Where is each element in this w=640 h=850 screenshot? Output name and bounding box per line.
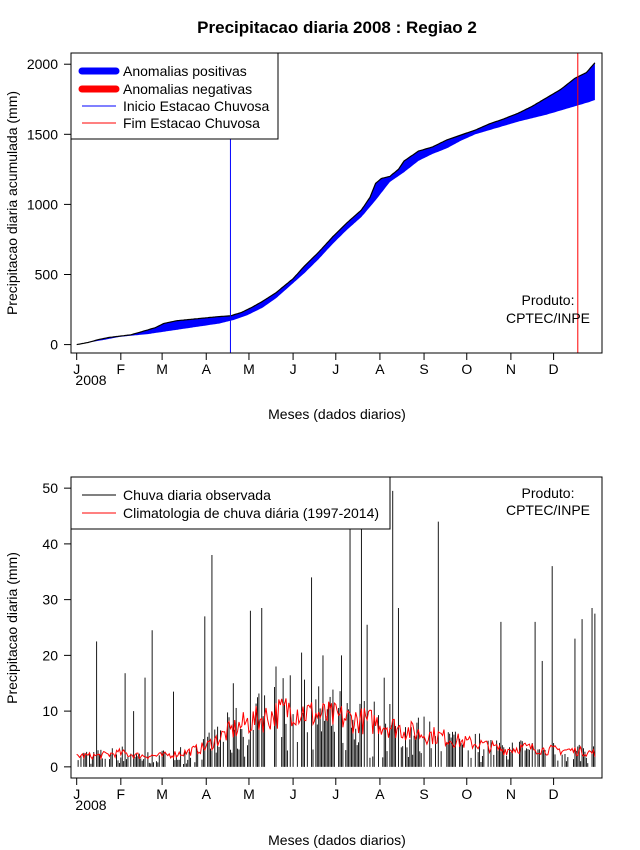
product-label: Produto: [522,292,575,308]
y-tick-label: 40 [42,536,58,552]
x-tick-label: M [156,786,168,802]
x-tick-label: S [419,361,428,377]
x-tick-label: M [156,361,168,377]
x-tick-label: N [506,361,516,377]
legend-label-negative: Anomalias negativas [123,81,252,97]
y-tick-label: 10 [42,703,58,719]
legend-label-observed: Chuva diaria observada [123,487,271,503]
legend-label-start: Inicio Estacao Chuvosa [123,98,270,114]
y-tick-label: 30 [42,592,58,608]
year-label: 2008 [75,797,106,813]
daily-precipitation-chart: J F M A M J J A S O N D 0 10 20 30 40 50 Precipitacao dia… [4,476,603,848]
product-label: Produto: [522,485,575,501]
y-tick-label: 20 [42,647,58,663]
y-tick-label: 2000 [27,56,58,72]
legend-label-climatology: Climatologia de chuva diária (1997-2014) [123,505,379,521]
x-tick-label: J [332,786,339,802]
legend-label-end: Fim Estacao Chuvosa [123,115,260,131]
x-axis-label: Meses (dados diarios) [268,832,406,848]
climatology-line [76,698,596,761]
y-tick-label: 0 [50,337,58,353]
x-tick-label: F [117,786,126,802]
x-tick-label: M [243,786,255,802]
x-tick-label: J [290,786,297,802]
product-source: CPTEC/INPE [506,310,590,326]
y-tick-label: 1000 [27,196,58,212]
legend-box [70,52,279,140]
y-tick-label: 0 [50,759,58,775]
legend: Chuva diaria observada Climatologia de c… [70,476,391,530]
y-tick-label: 1500 [27,126,58,142]
x-axis-label: Meses (dados diarios) [268,406,406,422]
y-axis-label: Precipitacao diaria acumulada (mm) [4,91,20,315]
x-tick-label: D [549,361,559,377]
legend: Anomalias positivas Anomalias negativas … [70,52,279,140]
x-tick-label: O [461,786,472,802]
chart-title: Precipitacao diaria 2008 : Regiao 2 [197,18,477,37]
product-source: CPTEC/INPE [506,502,590,518]
observed-cumulative-line [76,62,596,346]
x-tick-label: M [243,361,255,377]
year-label: 2008 [75,372,106,388]
cumulative-precipitation-chart: J F M A M J J A S O N D 0 500 1000 1500 2000 Precipitaca… [4,52,603,422]
x-tick-label: J [290,361,297,377]
legend-label-positive: Anomalias positivas [123,63,247,79]
y-tick-label: 50 [42,480,58,496]
x-tick-label: J [332,361,339,377]
legend-box [70,476,391,530]
x-tick-label: O [461,361,472,377]
y-axis-label: Precipitacao diaria (mm) [4,552,20,704]
x-tick-label: J [73,786,80,802]
x-tick-label: N [506,786,516,802]
x-tick-label: A [202,361,212,377]
x-tick-label: F [117,361,126,377]
x-tick-label: A [202,786,212,802]
x-tick-label: A [375,786,385,802]
x-tick-label: S [419,786,428,802]
x-tick-label: A [375,361,385,377]
y-tick-label: 500 [35,266,59,282]
x-tick-label: J [73,361,80,377]
x-tick-label: D [549,786,559,802]
